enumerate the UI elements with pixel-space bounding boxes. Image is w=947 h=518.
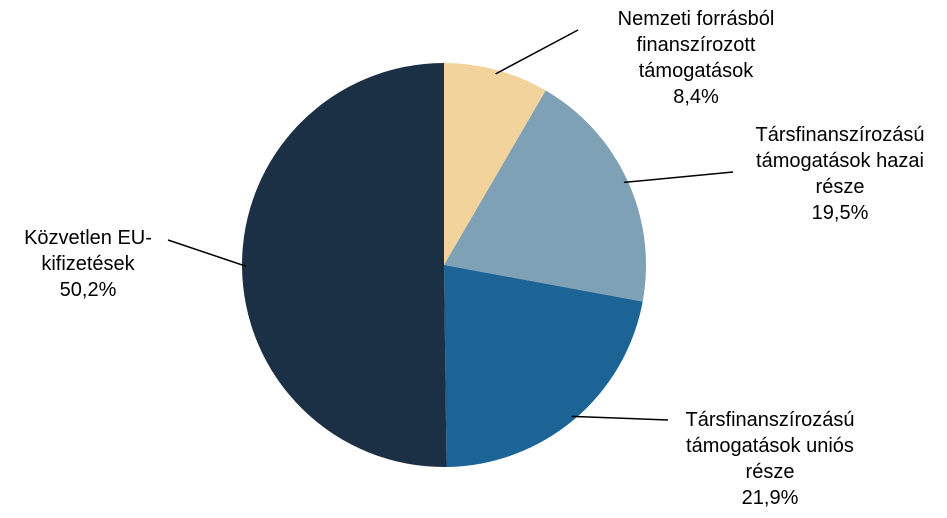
pie-slice (444, 63, 546, 265)
category-label: Közvetlen EU-kifizetések (24, 227, 152, 275)
slice-label: Társfinanszírozású támogatások hazai rés… (735, 122, 945, 226)
value-label: 21,9% (741, 487, 799, 509)
leader-line (623, 171, 734, 184)
category-label: Nemzeti forrásból finanszírozott támogat… (617, 8, 775, 82)
category-label: Társfinanszírozású támogatások uniós rés… (685, 409, 855, 483)
leader-line (167, 239, 247, 267)
category-label: Társfinanszírozású támogatások hazai rés… (755, 124, 925, 198)
slice-label: Nemzeti forrásból finanszírozott támogat… (596, 6, 796, 110)
leader-line (571, 415, 669, 421)
value-label: 8,4% (673, 86, 719, 108)
slice-label: Társfinanszírozású támogatások uniós rés… (665, 407, 875, 511)
pie-slice (241, 63, 447, 467)
leader-line (495, 29, 579, 75)
value-label: 50,2% (59, 279, 117, 301)
pie-slice (444, 265, 643, 467)
slice-label: Közvetlen EU-kifizetések 50,2% (3, 225, 173, 303)
value-label: 19,5% (811, 202, 869, 224)
pie-slice (444, 90, 646, 302)
